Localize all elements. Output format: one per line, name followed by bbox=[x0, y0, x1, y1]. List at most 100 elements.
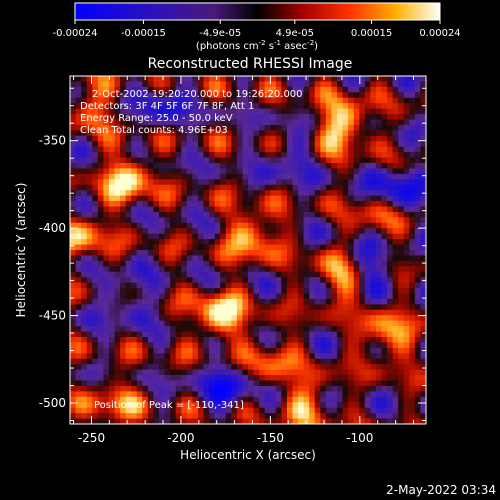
heatmap-cell bbox=[86, 76, 93, 82]
heatmap-cell bbox=[108, 271, 115, 278]
heatmap-cell bbox=[131, 353, 138, 360]
heatmap-cell bbox=[348, 342, 355, 349]
heatmap-cell bbox=[337, 114, 343, 120]
heatmap-cell bbox=[259, 277, 266, 284]
heatmap-cell bbox=[70, 135, 76, 142]
heatmap-cell bbox=[231, 407, 238, 414]
heatmap-cell bbox=[159, 288, 165, 294]
heatmap-cell bbox=[392, 119, 399, 126]
heatmap-cell bbox=[225, 309, 232, 316]
heatmap-cell bbox=[120, 331, 127, 338]
heatmap-cell bbox=[320, 396, 327, 403]
heatmap-cell bbox=[331, 152, 338, 158]
heatmap-cell bbox=[281, 250, 288, 256]
heatmap-cell bbox=[153, 326, 160, 332]
heatmap-cell bbox=[387, 157, 394, 164]
heatmap-cell bbox=[75, 157, 82, 164]
heatmap-cell bbox=[70, 130, 76, 137]
heatmap-cell bbox=[387, 124, 394, 131]
heatmap-cell bbox=[414, 326, 421, 332]
heatmap-cell bbox=[86, 184, 93, 191]
heatmap-cell bbox=[253, 288, 260, 294]
heatmap-cell bbox=[348, 282, 355, 289]
heatmap-cell bbox=[292, 250, 299, 256]
heatmap-cell bbox=[236, 353, 243, 360]
heatmap-cell bbox=[392, 92, 399, 99]
heatmap-cell bbox=[220, 277, 227, 284]
heatmap-cell bbox=[209, 304, 216, 311]
heatmap-cell bbox=[342, 407, 349, 414]
heatmap-cell bbox=[231, 168, 238, 175]
heatmap-cell bbox=[181, 86, 188, 93]
heatmap-cell bbox=[331, 282, 338, 289]
heatmap-cell bbox=[114, 108, 121, 115]
heatmap-cell bbox=[136, 385, 143, 392]
heatmap-cell bbox=[270, 190, 277, 197]
heatmap-cell bbox=[114, 364, 121, 371]
heatmap-cell bbox=[359, 152, 366, 158]
heatmap-cell bbox=[325, 304, 332, 311]
heatmap-cell bbox=[120, 97, 127, 104]
heatmap-cell bbox=[86, 309, 93, 316]
heatmap-cell bbox=[114, 255, 121, 262]
heatmap-cell bbox=[314, 266, 321, 273]
heatmap-cell bbox=[236, 217, 243, 224]
heatmap-cell bbox=[164, 358, 171, 365]
heatmap-cell bbox=[353, 331, 360, 338]
heatmap-cell bbox=[81, 353, 88, 360]
heatmap-cell bbox=[197, 152, 204, 158]
heatmap-cell bbox=[353, 217, 360, 224]
heatmap-cell bbox=[197, 385, 204, 392]
heatmap-cell bbox=[409, 81, 416, 88]
heatmap-cell bbox=[75, 119, 82, 126]
heatmap-cell bbox=[414, 288, 421, 294]
heatmap-cell bbox=[286, 260, 293, 267]
heatmap-cell bbox=[164, 190, 171, 197]
heatmap-cell bbox=[186, 331, 193, 338]
heatmap-cell bbox=[186, 81, 193, 88]
heatmap-cell bbox=[209, 124, 216, 131]
heatmap-cell bbox=[420, 282, 426, 289]
heatmap-cell bbox=[114, 173, 121, 180]
heatmap-cell bbox=[131, 173, 138, 180]
heatmap-cell bbox=[175, 385, 182, 392]
heatmap-cell bbox=[70, 375, 76, 381]
heatmap-cell bbox=[70, 391, 76, 398]
heatmap-cell bbox=[409, 141, 416, 148]
heatmap-cell bbox=[114, 152, 121, 158]
heatmap-cell bbox=[114, 97, 121, 104]
heatmap-cell bbox=[125, 163, 132, 169]
heatmap-cell bbox=[147, 369, 154, 376]
heatmap-cell bbox=[359, 396, 366, 403]
heatmap-cell bbox=[403, 326, 410, 332]
heatmap-cell bbox=[398, 92, 405, 99]
heatmap-cell bbox=[403, 184, 410, 191]
heatmap-cell bbox=[392, 157, 399, 164]
heatmap-cell bbox=[381, 353, 388, 360]
heatmap-cell bbox=[331, 184, 338, 191]
heatmap-cell bbox=[181, 76, 188, 82]
heatmap-cell bbox=[403, 206, 410, 213]
heatmap-cell bbox=[103, 119, 110, 126]
heatmap-cell bbox=[320, 369, 327, 376]
heatmap-cell bbox=[203, 271, 210, 278]
heatmap-cell bbox=[242, 233, 249, 240]
heatmap-cell bbox=[320, 288, 327, 294]
heatmap-cell bbox=[164, 228, 171, 235]
heatmap-cell bbox=[136, 222, 143, 229]
heatmap-cell bbox=[420, 402, 426, 409]
heatmap-cell bbox=[414, 304, 421, 311]
heatmap-cell bbox=[108, 358, 115, 365]
heatmap-cell bbox=[414, 407, 421, 414]
heatmap-cell bbox=[298, 97, 305, 104]
heatmap-cell bbox=[270, 179, 277, 186]
heatmap-cell bbox=[409, 364, 416, 371]
heatmap-cell bbox=[192, 141, 199, 148]
heatmap-cell bbox=[114, 358, 121, 365]
heatmap-cell bbox=[253, 157, 260, 164]
heatmap-cell bbox=[153, 135, 160, 142]
heatmap-cell bbox=[325, 331, 332, 338]
heatmap-cell bbox=[114, 76, 121, 82]
heatmap-cell bbox=[97, 141, 104, 148]
heatmap-cell bbox=[303, 385, 310, 392]
